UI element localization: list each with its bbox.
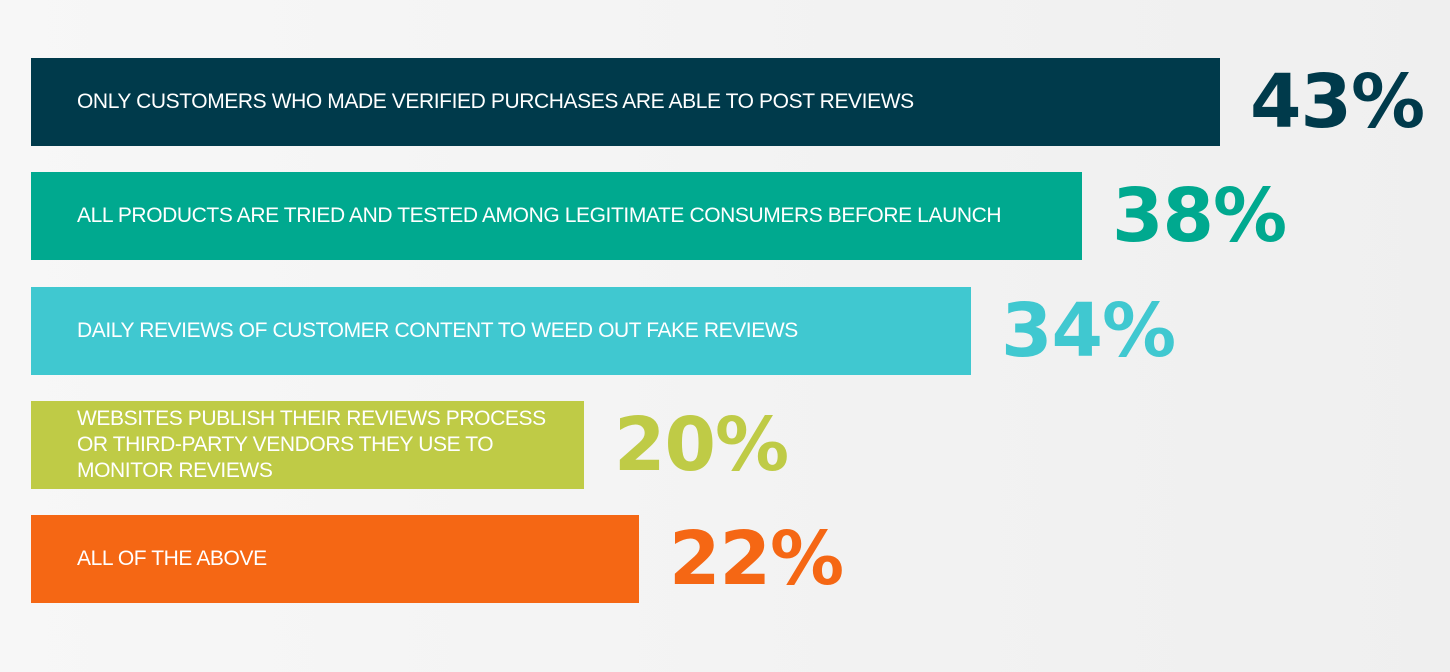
bar: ALL PRODUCTS ARE TRIED AND TESTED AMONG … [31,172,1082,260]
bar: WEBSITES PUBLISH THEIR REVIEWS PROCESS O… [31,401,584,489]
bar: DAILY REVIEWS OF CUSTOMER CONTENT TO WEE… [31,287,971,375]
bar-row: DAILY REVIEWS OF CUSTOMER CONTENT TO WEE… [31,287,1176,375]
value-label: 22% [669,516,844,602]
bar-row: WEBSITES PUBLISH THEIR REVIEWS PROCESS O… [31,401,789,489]
bar-label: DAILY REVIEWS OF CUSTOMER CONTENT TO WEE… [77,319,798,342]
value-label: 38% [1112,173,1287,259]
bar: ALL OF THE ABOVE [31,515,639,603]
bar-label: ALL PRODUCTS ARE TRIED AND TESTED AMONG … [77,204,1002,227]
bar-row: ALL PRODUCTS ARE TRIED AND TESTED AMONG … [31,172,1287,260]
bar-label: WEBSITES PUBLISH THEIR REVIEWS PROCESS O… [77,407,546,482]
value-label: 43% [1250,59,1425,145]
bar: ONLY CUSTOMERS WHO MADE VERIFIED PURCHAS… [31,58,1220,146]
bar-label: ONLY CUSTOMERS WHO MADE VERIFIED PURCHAS… [77,90,914,113]
bar-row: ALL OF THE ABOVE 22% [31,515,844,603]
value-label: 20% [614,402,789,488]
value-label: 34% [1001,288,1176,374]
bar-row: ONLY CUSTOMERS WHO MADE VERIFIED PURCHAS… [31,58,1425,146]
bar-label: ALL OF THE ABOVE [77,547,267,570]
